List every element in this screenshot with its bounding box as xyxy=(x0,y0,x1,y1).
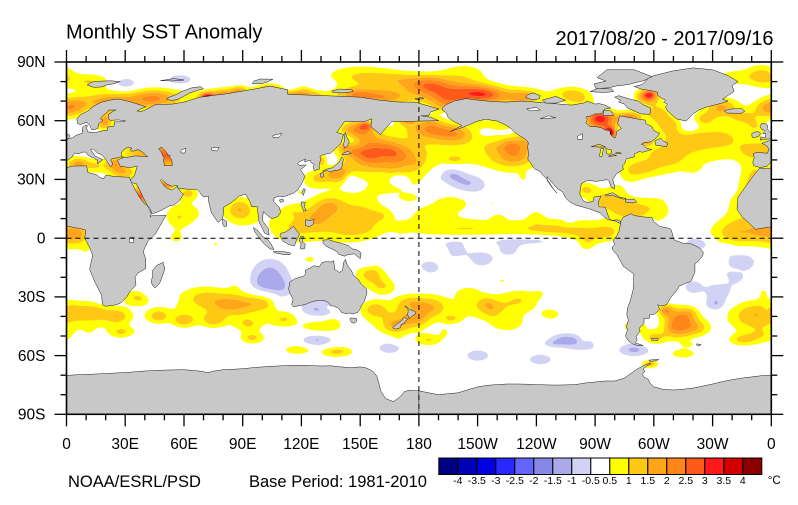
svg-text:90N: 90N xyxy=(17,54,45,71)
svg-text:1: 1 xyxy=(626,475,632,487)
svg-text:4: 4 xyxy=(740,475,746,487)
svg-text:0.5: 0.5 xyxy=(602,475,617,487)
svg-text:3: 3 xyxy=(702,475,708,487)
svg-text:-2.5: -2.5 xyxy=(506,475,524,487)
svg-text:-2: -2 xyxy=(529,475,538,487)
svg-text:120W: 120W xyxy=(516,436,557,453)
svg-text:-1.5: -1.5 xyxy=(544,475,562,487)
svg-text:-3.5: -3.5 xyxy=(468,475,486,487)
svg-text:2.5: 2.5 xyxy=(678,475,693,487)
svg-text:90W: 90W xyxy=(579,436,611,453)
svg-text:1.5: 1.5 xyxy=(640,475,655,487)
svg-text:-3: -3 xyxy=(491,475,500,487)
svg-text:2017/08/20 - 2017/09/16: 2017/08/20 - 2017/09/16 xyxy=(556,28,774,50)
svg-text:3.5: 3.5 xyxy=(716,475,731,487)
svg-text:Base Period: 1981-2010: Base Period: 1981-2010 xyxy=(249,473,427,491)
svg-text:30W: 30W xyxy=(697,436,729,453)
svg-text:90S: 90S xyxy=(18,407,46,424)
svg-text:NOAA/ESRL/PSD: NOAA/ESRL/PSD xyxy=(68,473,201,491)
svg-text:Monthly SST Anomaly: Monthly SST Anomaly xyxy=(66,22,262,44)
svg-text:60E: 60E xyxy=(170,436,198,453)
svg-text:180: 180 xyxy=(406,436,432,453)
svg-text:60S: 60S xyxy=(18,348,46,365)
svg-text:30E: 30E xyxy=(111,436,139,453)
svg-text:120E: 120E xyxy=(283,436,319,453)
svg-text:60N: 60N xyxy=(17,113,45,130)
svg-text:30S: 30S xyxy=(18,289,46,306)
svg-text:0: 0 xyxy=(767,436,776,453)
svg-text:0: 0 xyxy=(62,436,71,453)
svg-text:0: 0 xyxy=(37,230,46,247)
svg-text:150W: 150W xyxy=(457,436,498,453)
svg-text:150E: 150E xyxy=(342,436,378,453)
svg-text:-4: -4 xyxy=(453,475,462,487)
svg-text:2: 2 xyxy=(664,475,670,487)
svg-text:-0.5: -0.5 xyxy=(582,475,600,487)
svg-text:60W: 60W xyxy=(638,436,670,453)
svg-text:°C: °C xyxy=(768,475,781,487)
svg-text:30N: 30N xyxy=(17,172,45,189)
svg-text:90E: 90E xyxy=(229,436,257,453)
svg-text:-1: -1 xyxy=(567,475,576,487)
